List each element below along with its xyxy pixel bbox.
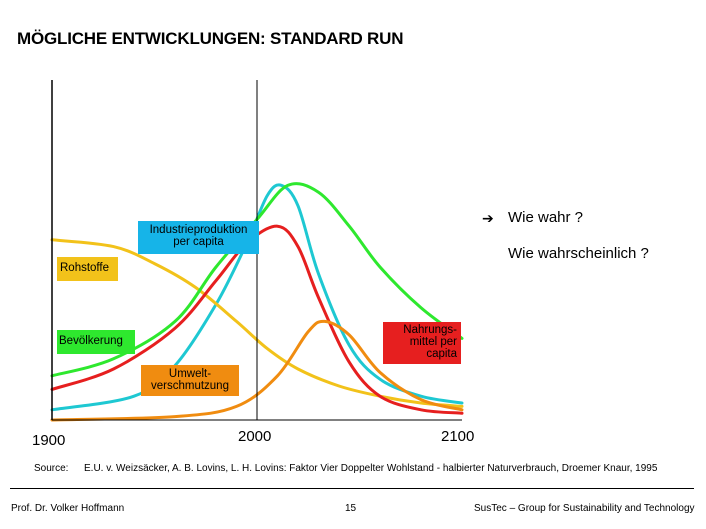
- x-tick-2100: 2100: [441, 428, 475, 445]
- label-industrie-line2: per capita: [173, 236, 224, 248]
- label-nahrung-line2: mittel per: [409, 336, 457, 348]
- footer-page-number: 15: [345, 503, 357, 514]
- source-label: Source:: [34, 463, 69, 474]
- plot-lines: [50, 182, 464, 422]
- page-title: MÖGLICHE ENTWICKLUNGEN: STANDARD RUN: [17, 29, 404, 48]
- label-bevoelkerung: Bevölkerung: [57, 330, 135, 354]
- label-nahrung-line3: capita: [426, 348, 457, 360]
- footer-org: SusTec – Group for Sustainability and Te…: [474, 503, 695, 514]
- x-tick-1900: 1900: [32, 432, 66, 449]
- chart-area: [50, 80, 464, 422]
- label-nahrungsmittel: Nahrungs- mittel per capita: [383, 322, 461, 364]
- label-industrieproduktion: Industrieproduktion per capita: [138, 221, 259, 254]
- label-nahrung-line1: Nahrungs-: [403, 324, 457, 336]
- source-text: E.U. v. Weizsäcker, A. B. Lovins, L. H. …: [84, 463, 658, 474]
- series-line-4: [50, 319, 464, 422]
- x-tick-2000: 2000: [238, 428, 272, 445]
- series-line-3: [50, 224, 464, 415]
- series-line-1: [50, 238, 464, 408]
- series-line-2: [50, 182, 464, 378]
- label-rohstoffe: Rohstoffe: [57, 257, 118, 281]
- label-industrie-line1: Industrieproduktion: [149, 224, 248, 236]
- footer-author: Prof. Dr. Volker Hoffmann: [11, 503, 125, 514]
- label-umwelt-line1: Umwelt-: [168, 368, 212, 380]
- annotation-wie-wahr: Wie wahr ?: [508, 209, 584, 226]
- label-umweltverschmutzung: Umwelt- verschmutzung: [141, 365, 239, 396]
- label-umwelt-line2: verschmutzung: [151, 380, 229, 392]
- footer-divider: [10, 488, 694, 489]
- arrow-right-icon: ➔: [482, 210, 494, 226]
- annotation-wie-wahrscheinlich: Wie wahrscheinlich ?: [508, 245, 649, 262]
